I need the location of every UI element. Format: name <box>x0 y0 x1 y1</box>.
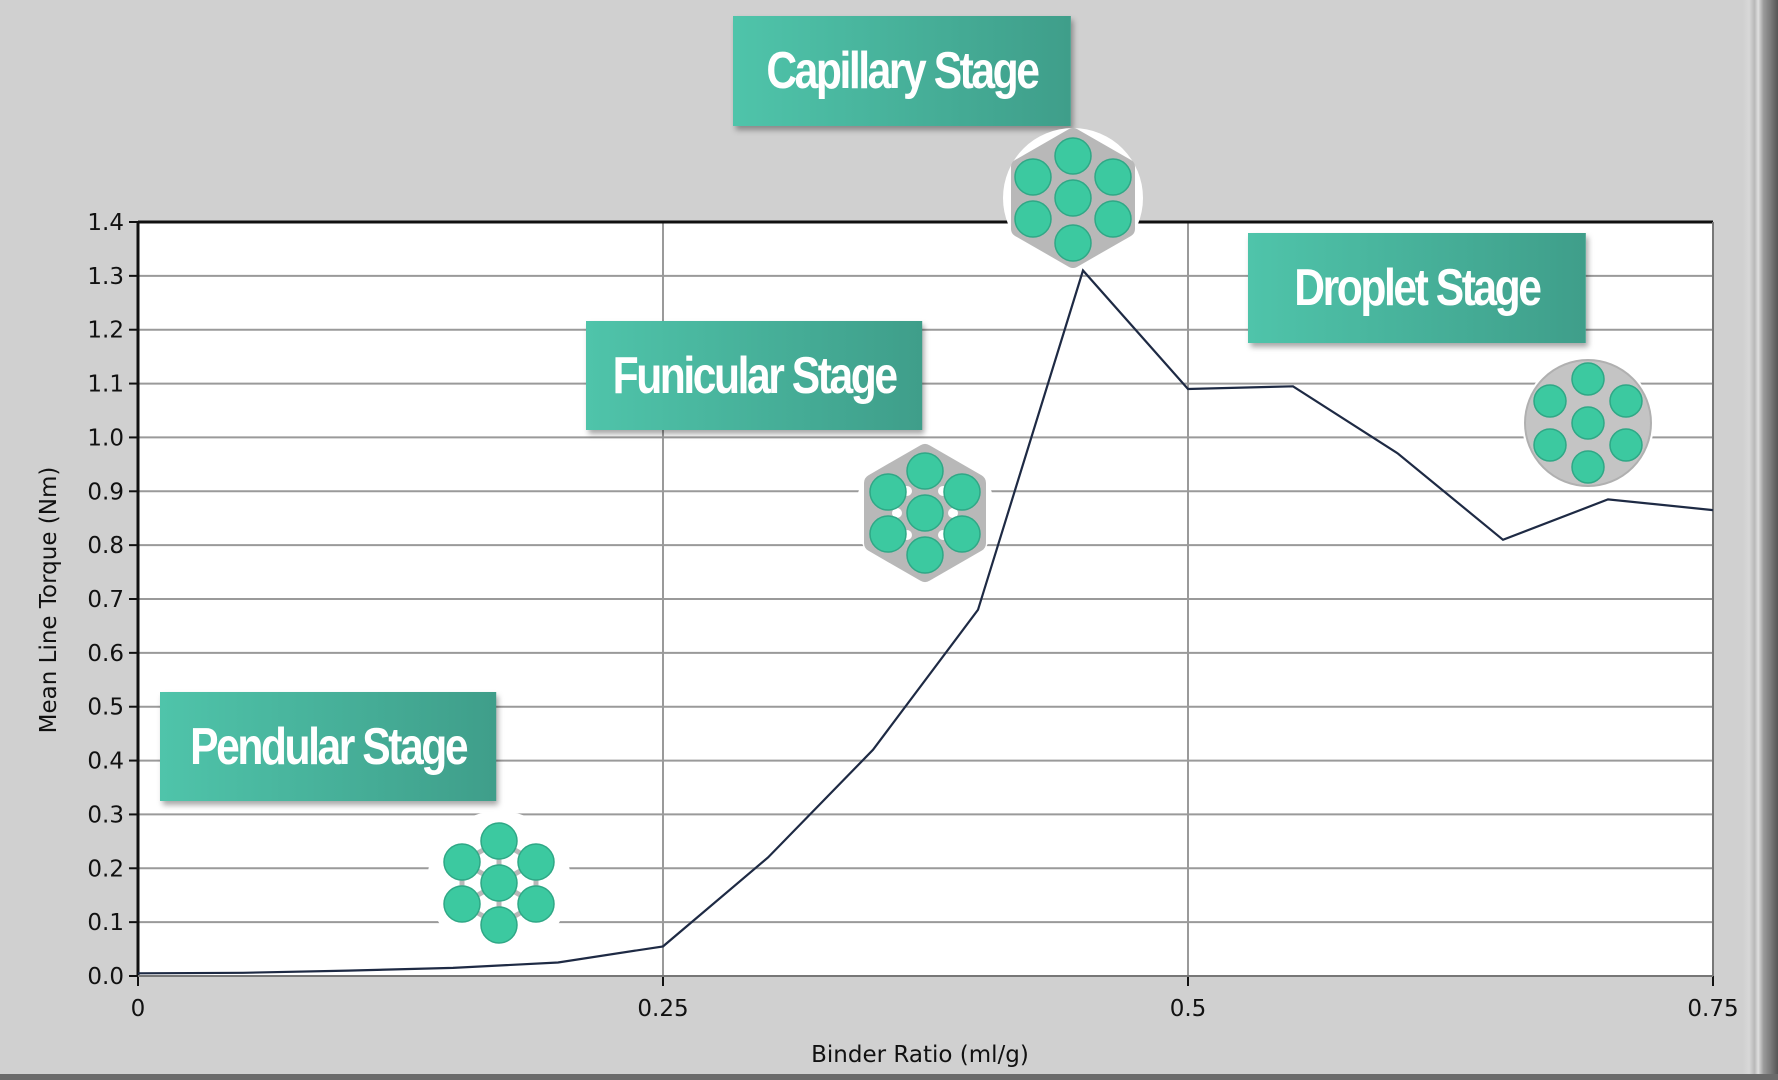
gridlines <box>138 222 1713 976</box>
y-axis-label: Mean Line Torque (Nm) <box>36 467 62 734</box>
window-bottom-edge <box>0 1074 1778 1080</box>
y-tick-label: 0.7 <box>87 587 124 613</box>
axes: 0.0 0.1 0.2 0.3 0.4 0.5 0.6 0.7 0.8 0.9 1.0 1.1 1.2 1… <box>87 210 1738 1022</box>
funicular-stage-text: Funicular Stage <box>612 346 898 405</box>
funicular-stage-label: Funicular Stage <box>586 321 923 430</box>
droplet-particle-cluster-icon <box>1522 357 1654 489</box>
capillary-stage-label: Capillary Stage <box>733 16 1071 126</box>
pendular-stage-label: Pendular Stage <box>160 692 497 801</box>
y-tick-label: 1.3 <box>87 264 124 290</box>
y-tick-label: 1.2 <box>87 318 124 344</box>
x-axis-label: Binder Ratio (ml/g) <box>811 1042 1029 1068</box>
x-tick-label: 0.75 <box>1687 996 1738 1022</box>
y-tick-label: 0.2 <box>87 856 124 882</box>
x-tick-label: 0 <box>131 996 146 1022</box>
y-tick-label: 1.4 <box>87 210 124 236</box>
pendular-stage-text: Pendular Stage <box>190 717 468 776</box>
x-tick-label: 0.25 <box>637 996 688 1022</box>
x-tick-label: 0.5 <box>1170 996 1207 1022</box>
y-tick-label: 0.5 <box>87 695 124 721</box>
y-tick-label: 0.9 <box>87 479 124 505</box>
y-tick-label: 0.4 <box>87 749 124 775</box>
droplet-stage-text: Droplet Stage <box>1294 259 1542 317</box>
y-tick-label: 0.8 <box>87 533 124 559</box>
capillary-stage-text: Capillary Stage <box>766 42 1040 100</box>
y-tick-label: 0.1 <box>87 910 124 936</box>
y-tick-label: 1.1 <box>87 372 124 398</box>
capillary-particle-cluster-icon <box>1003 128 1143 268</box>
y-tick-label: 1.0 <box>87 425 124 451</box>
y-tick-label: 0.0 <box>87 964 124 990</box>
funicular-particle-cluster-icon <box>855 443 995 583</box>
y-tick-label: 0.6 <box>87 641 124 667</box>
window-edge-scrollbar <box>1742 0 1778 1080</box>
droplet-stage-label: Droplet Stage <box>1248 233 1586 343</box>
y-tick-label: 0.3 <box>87 802 124 828</box>
pendular-particle-cluster-icon <box>427 811 571 955</box>
torque-series-line <box>137 268 1714 975</box>
